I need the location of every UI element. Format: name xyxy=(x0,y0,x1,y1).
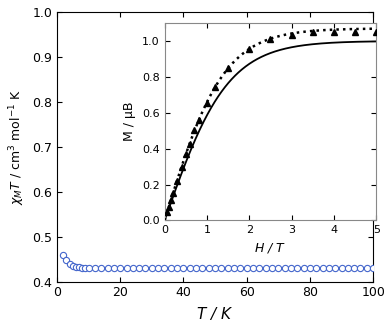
Y-axis label: $\chi_M T$ / cm$^3$ mol$^{-1}$ K: $\chi_M T$ / cm$^3$ mol$^{-1}$ K xyxy=(7,89,27,205)
X-axis label: $T$ / K: $T$ / K xyxy=(196,305,234,322)
Y-axis label: M / μB: M / μB xyxy=(123,102,136,141)
X-axis label: $H$ / T: $H$ / T xyxy=(254,241,287,255)
